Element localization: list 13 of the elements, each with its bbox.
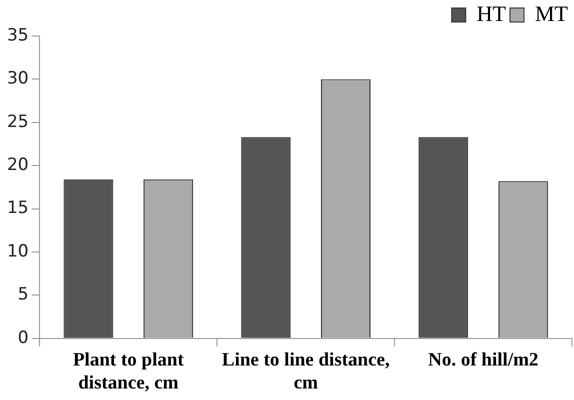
legend-label: HT [476, 0, 507, 26]
y-tick-label: 15 [6, 198, 29, 218]
x-tick-label: No. of hill/m2 [428, 350, 538, 371]
y-tick-label: 25 [6, 112, 29, 132]
y-tick-label: 10 [6, 241, 29, 262]
x-tick-label: Plant to plant distance, cm [72, 350, 184, 394]
y-tick-label: 35 [6, 25, 29, 46]
y-tick-label: 20 [6, 155, 29, 176]
x-tick-label: Line to line distance, cm [222, 350, 390, 394]
y-tick-label: 5 [18, 284, 29, 305]
y-tick-label: 0 [18, 328, 29, 348]
y-tick-label: 30 [6, 68, 29, 89]
legend-label: MT [535, 0, 569, 26]
